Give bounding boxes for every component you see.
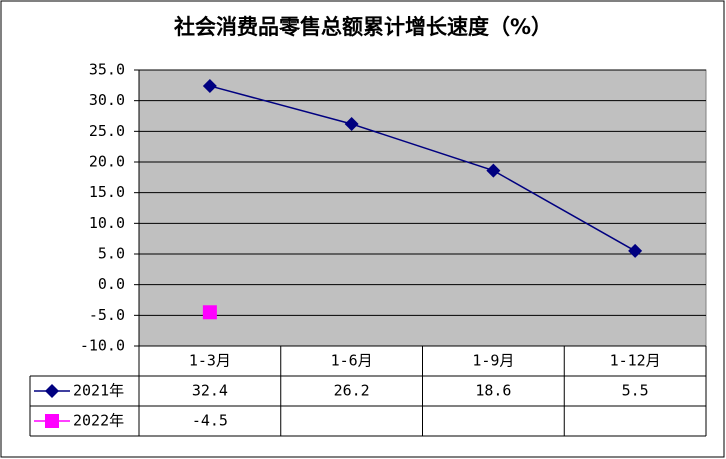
y-tick-label: -5.0 (89, 306, 125, 324)
y-tick-label: 25.0 (89, 122, 125, 140)
legend-label: 2021年 (73, 382, 124, 400)
y-tick-label: 15.0 (89, 183, 125, 201)
data-point (202, 305, 217, 320)
y-tick-label: 30.0 (89, 91, 125, 109)
y-tick-label: 35.0 (89, 61, 125, 79)
x-tick-label: 1-9月 (472, 352, 514, 370)
series-line (209, 85, 636, 252)
legend-marker (45, 414, 59, 428)
table-value: 26.2 (334, 382, 370, 400)
legend-label: 2022年 (73, 412, 124, 430)
data-point (628, 243, 643, 258)
table-value: 18.6 (475, 382, 511, 400)
legend-marker (45, 384, 59, 398)
y-tick-label: 10.0 (89, 214, 125, 232)
x-tick-label: 1-6月 (331, 352, 373, 370)
y-tick-label: 5.0 (98, 245, 125, 263)
x-tick-label: 1-12月 (610, 352, 661, 370)
table-value: 32.4 (192, 382, 228, 400)
y-tick-label: 20.0 (89, 153, 125, 171)
y-tick-label: -10.0 (80, 337, 125, 355)
data-point (344, 116, 359, 131)
data-point (202, 78, 217, 93)
table-value: -4.5 (192, 412, 228, 430)
y-tick-label: 0.0 (98, 275, 125, 293)
chart-title: 社会消费品零售总额累计增长速度（%） (173, 15, 552, 39)
x-tick-label: 1-3月 (189, 352, 231, 370)
plot-area (138, 69, 707, 347)
data-point (486, 163, 501, 178)
table-value: 5.5 (622, 382, 649, 400)
